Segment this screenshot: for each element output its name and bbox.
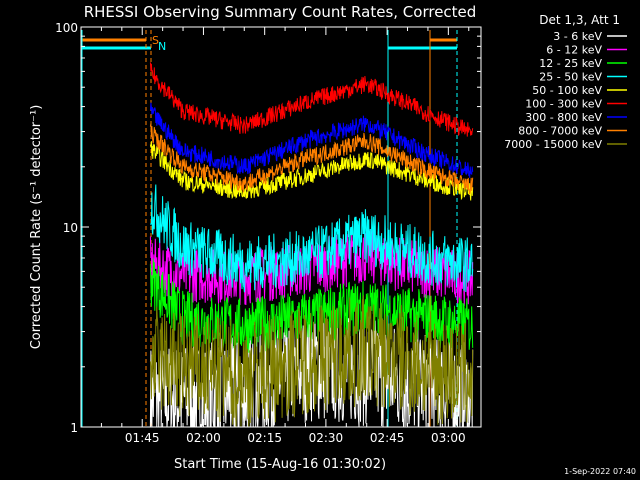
plot-axes: 01:45 02:00 02:15 02:30 02:45 03:00 1 10 100	[55, 21, 482, 445]
legend-entry-label: 3 - 6 keV	[553, 30, 602, 43]
y-tick-label: 10	[63, 221, 78, 235]
x-tick-label: 02:30	[309, 431, 344, 445]
legend-entry-label: 300 - 800 keV	[525, 111, 602, 124]
series-line-5	[149, 62, 474, 137]
series-line-4	[149, 141, 474, 201]
x-tick-label: 01:45	[125, 431, 160, 445]
legend-entry-label: 50 - 100 keV	[532, 84, 602, 97]
legend-entry-label: 25 - 50 keV	[539, 71, 602, 84]
chart-title: RHESSI Observing Summary Count Rates, Co…	[84, 3, 477, 21]
legend-entry-label: 12 - 25 keV	[539, 57, 602, 70]
series-line-8	[149, 295, 474, 428]
series-line-7	[149, 123, 474, 195]
y-tick-label: 1	[70, 421, 78, 435]
y-tick-label: 100	[55, 21, 78, 35]
series-line-6	[149, 102, 474, 179]
x-tick-label: 02:45	[370, 431, 405, 445]
x-tick-label: 03:00	[431, 431, 466, 445]
legend-header: Det 1,3, Att 1	[539, 13, 620, 27]
legend-entry-label: 7000 - 15000 keV	[504, 138, 602, 151]
series-layer	[149, 62, 474, 428]
legend-entry-label: 100 - 300 keV	[525, 98, 602, 111]
y-axis-label: Corrected Count Rate (s⁻¹ detector⁻¹)	[29, 105, 44, 350]
x-axis-label: Start Time (15-Aug-16 01:30:02)	[174, 457, 386, 472]
flag-label-s: S	[152, 34, 159, 47]
series-line-3	[149, 184, 474, 293]
footer-date: 1-Sep-2022 07:40	[564, 467, 636, 476]
legend-entry-label: 800 - 7000 keV	[518, 125, 602, 138]
flag-label-n: N	[158, 40, 166, 53]
x-tick-label: 02:00	[186, 431, 221, 445]
legend-entry-label: 6 - 12 keV	[546, 44, 602, 57]
x-tick-label: 02:15	[247, 431, 282, 445]
